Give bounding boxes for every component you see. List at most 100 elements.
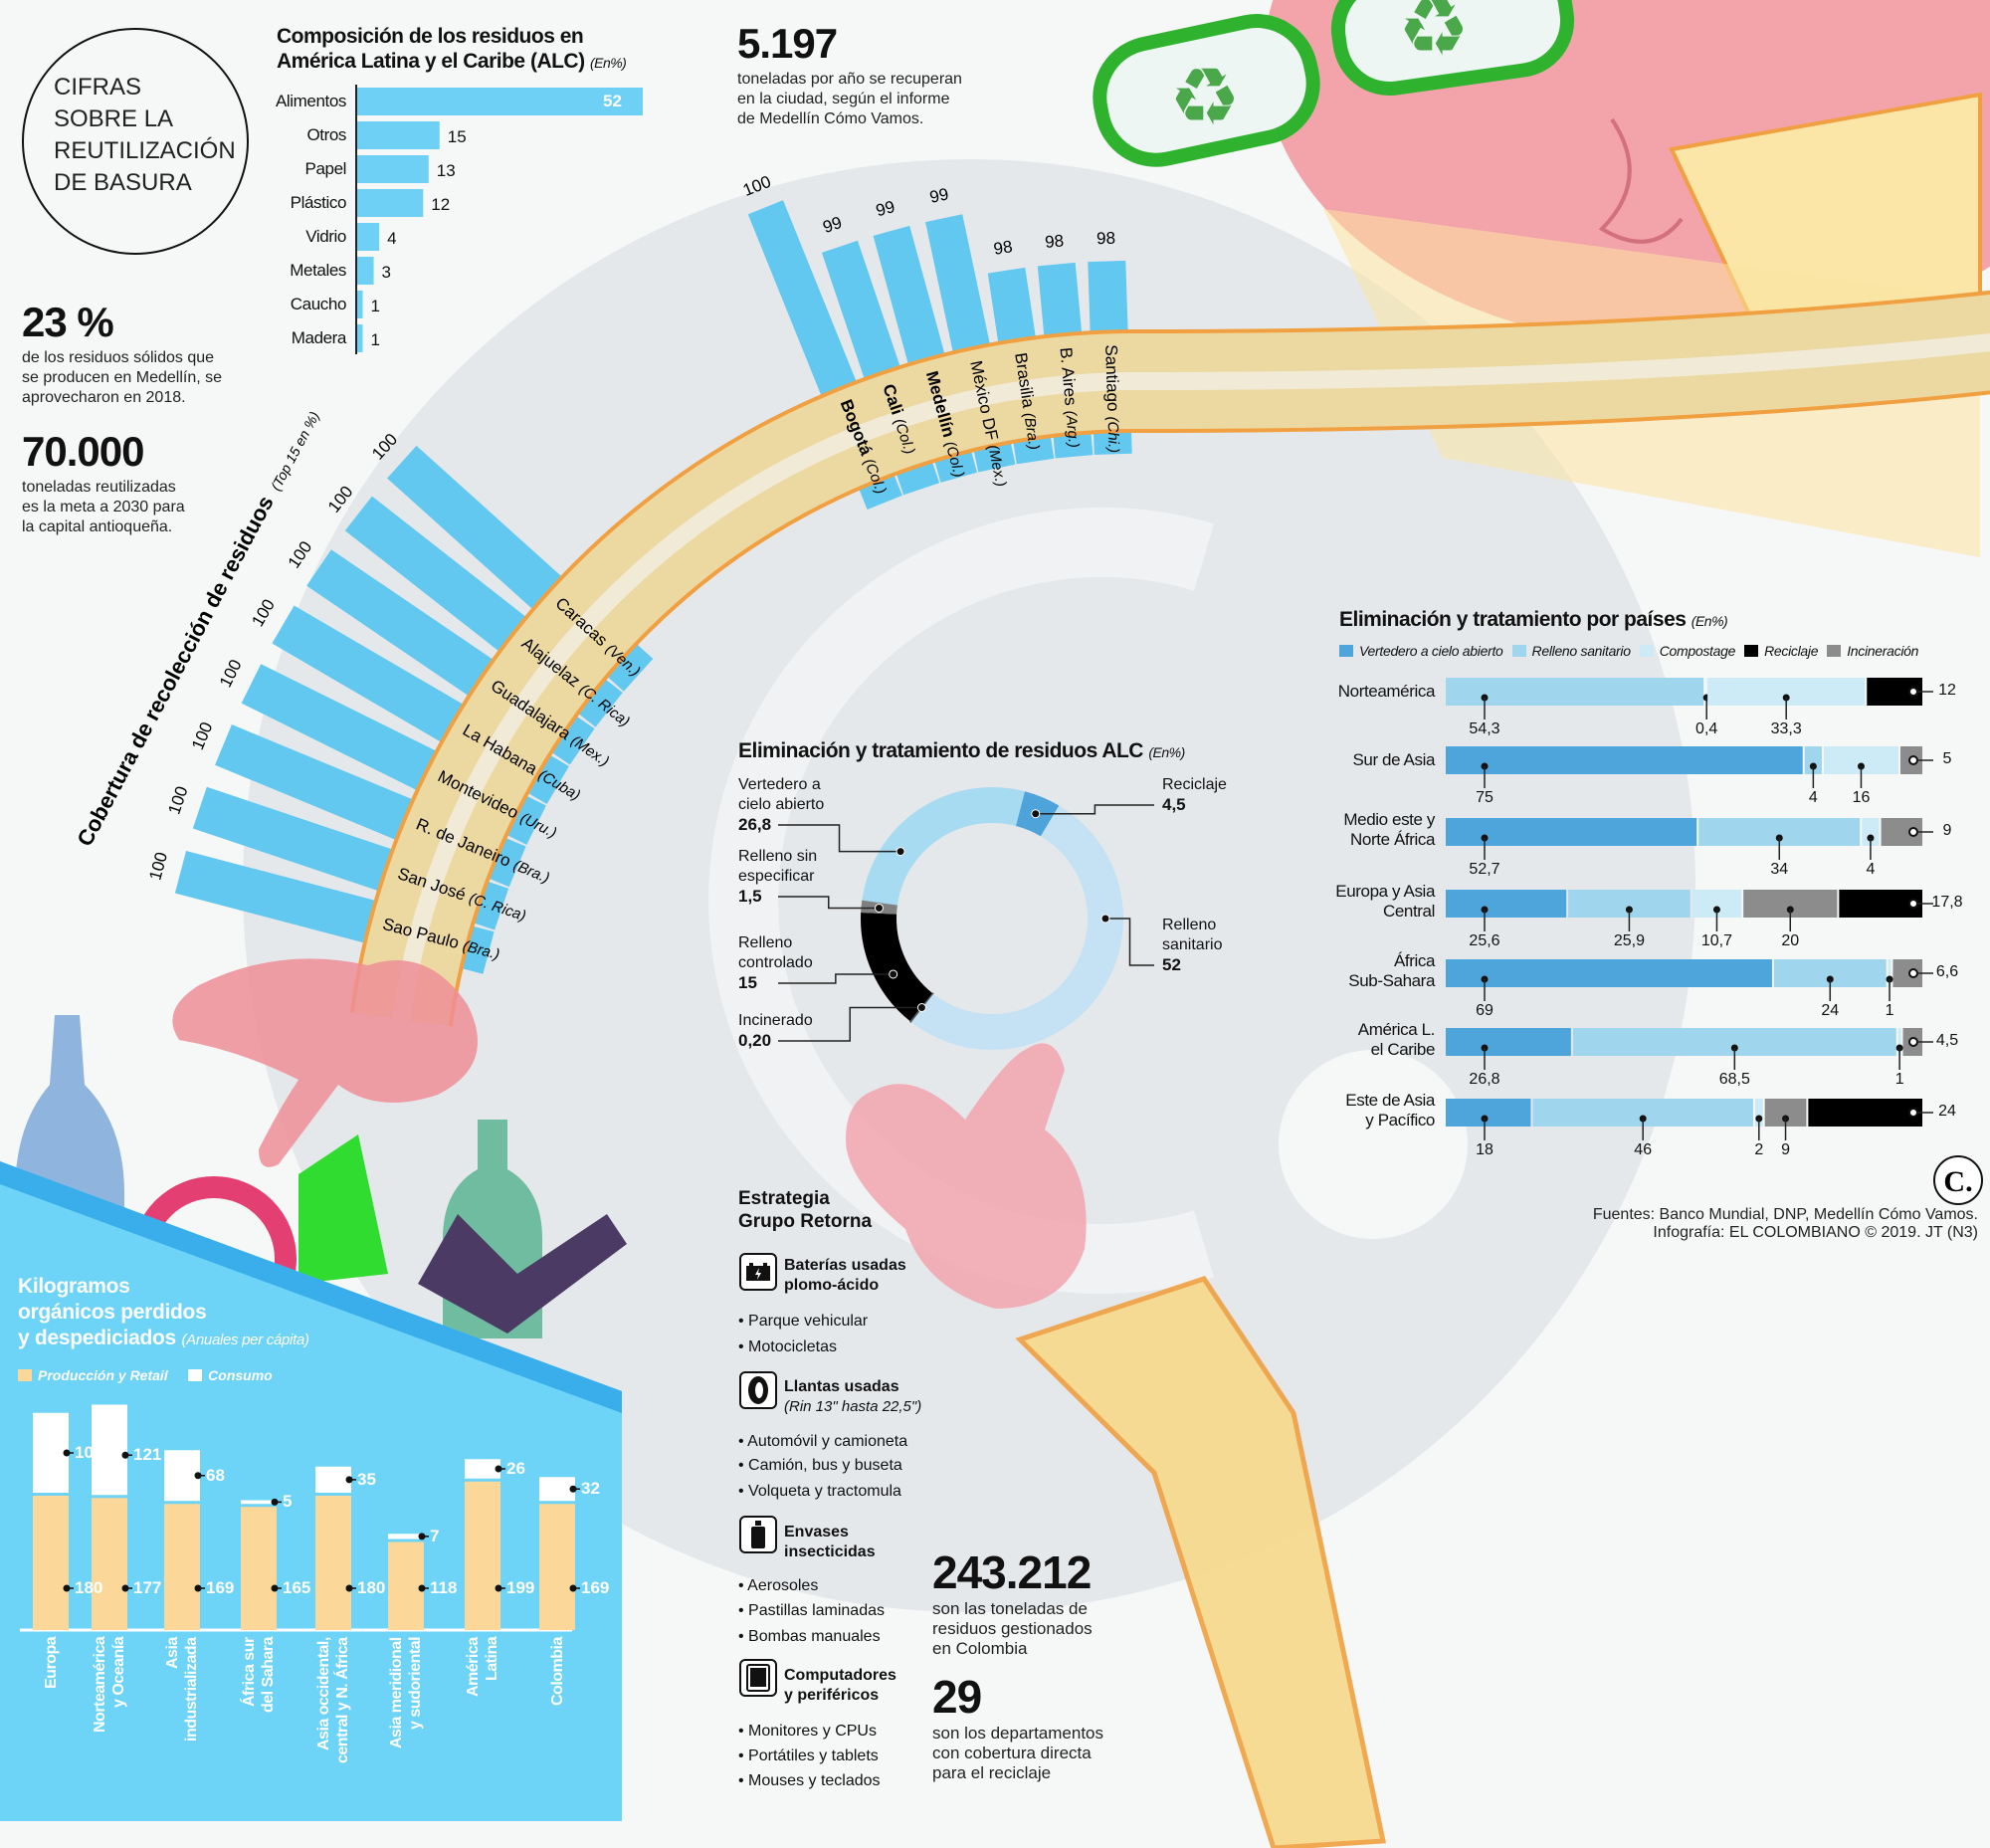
production-bar bbox=[164, 1504, 200, 1630]
composition-bar bbox=[357, 121, 440, 149]
stat-line: la capital antioqueña. bbox=[22, 518, 173, 535]
segment-value-label: 25,6 bbox=[1469, 932, 1500, 949]
title-line: Llantas usadas bbox=[784, 1378, 899, 1395]
arm-band-stripe bbox=[392, 333, 1990, 1021]
production-bar bbox=[539, 1504, 575, 1630]
computer-icon bbox=[739, 1659, 777, 1697]
leader-dot bbox=[874, 903, 884, 913]
stat-goal: 70.000 toneladas reutilizadas es la meta… bbox=[22, 428, 185, 537]
legend-swatch bbox=[1744, 645, 1759, 657]
segment-value-label: 52,7 bbox=[1469, 861, 1500, 878]
label-line: Sur de Asia bbox=[1352, 750, 1435, 769]
title-line: y despediciados bbox=[18, 1327, 176, 1349]
composition-category-label: Papel bbox=[304, 159, 347, 178]
coverage-city-label: Santiago (Chi.) bbox=[1101, 344, 1124, 453]
title-line: plomo-ácido bbox=[784, 1277, 880, 1294]
country-abbrev: (Bra.) bbox=[1020, 412, 1042, 452]
unit-label: (En%) bbox=[1148, 744, 1185, 760]
legend-label: Consumo bbox=[208, 1367, 273, 1383]
title-line: Computadores bbox=[784, 1667, 896, 1684]
composition-category-label: Otros bbox=[306, 125, 346, 144]
consumption-bar bbox=[241, 1500, 277, 1505]
alc-donut-chart bbox=[778, 787, 1154, 1050]
segment-value-label: 54,3 bbox=[1469, 720, 1500, 737]
country-row-label: Norteamérica bbox=[1286, 682, 1436, 702]
legend-swatch bbox=[18, 1369, 32, 1381]
production-bar bbox=[315, 1496, 351, 1630]
leader-line bbox=[1035, 804, 1154, 815]
stacked-segment bbox=[1446, 959, 1772, 987]
country-row-label: Sur de Asia bbox=[1286, 750, 1435, 770]
slice-value: 26,8 bbox=[738, 815, 772, 834]
legend-swatch bbox=[1339, 645, 1353, 657]
composition-value-label: 15 bbox=[447, 127, 467, 146]
title-line: Kilogramos bbox=[18, 1275, 130, 1298]
title-line: América Latina y el Caribe (ALC) bbox=[277, 50, 585, 73]
coverage-value-label: 99 bbox=[928, 184, 950, 207]
stat-description: toneladas reutilizadas es la meta a 2030… bbox=[22, 478, 185, 537]
slice-name: cielo abierto bbox=[738, 796, 825, 813]
hand-right-illustration bbox=[846, 1043, 1087, 1309]
stat-line: son los departamentos bbox=[932, 1724, 1103, 1743]
strategy-group-title: Computadores y periféricos bbox=[784, 1666, 896, 1706]
food-category-label: Asia meridional y sudoriental bbox=[387, 1637, 425, 1814]
segment-value-label: 10,7 bbox=[1700, 932, 1733, 949]
composition-value-label: 52 bbox=[603, 92, 622, 110]
strategy-bullet-item: • Mouses y teclados bbox=[738, 1772, 881, 1789]
legend-swatch bbox=[188, 1369, 203, 1381]
title-line: DE BASURA bbox=[54, 169, 192, 196]
stat-line: toneladas por año se recuperan bbox=[737, 71, 962, 88]
stacked-segment bbox=[1705, 678, 1707, 706]
legend-swatch bbox=[1511, 645, 1526, 657]
label-line: Sub-Sahara bbox=[1348, 971, 1435, 990]
composition-bar bbox=[357, 155, 429, 183]
food-value-label: 165 bbox=[283, 1578, 311, 1597]
battery-icon bbox=[739, 1253, 777, 1291]
legend-produccion: Producción y Retail bbox=[18, 1367, 168, 1383]
label-line: Este de Asia bbox=[1345, 1091, 1435, 1110]
title-line: insecticidas bbox=[784, 1543, 876, 1560]
composition-category-label: Metales bbox=[290, 261, 346, 280]
composition-bar bbox=[357, 88, 644, 115]
food-value-label: 169 bbox=[206, 1578, 235, 1597]
label-line: y Oceanía bbox=[110, 1637, 127, 1709]
segment-value-label: 0,4 bbox=[1695, 720, 1718, 737]
food-value-label: 26 bbox=[506, 1459, 525, 1478]
legend-label: Producción y Retail bbox=[38, 1367, 168, 1383]
title-line: Grupo Retorna bbox=[738, 1211, 873, 1232]
title-line: y periféricos bbox=[784, 1687, 880, 1704]
title-text: Eliminación y tratamiento de residuos AL… bbox=[738, 739, 1143, 762]
slice-name: Relleno bbox=[738, 934, 793, 951]
stat-line: de Medellín Cómo Vamos. bbox=[737, 110, 924, 127]
segment-value-label: 26,8 bbox=[1469, 1071, 1500, 1088]
segment-value-label: 24 bbox=[1938, 1103, 1956, 1120]
label-line: América L. bbox=[1357, 1020, 1436, 1039]
stat-line: es la meta a 2030 para bbox=[22, 499, 185, 515]
stacked-segment bbox=[1808, 1099, 1922, 1127]
stat-line: se producen en Medellín, se bbox=[22, 369, 223, 386]
legend-label: Incineración bbox=[1847, 643, 1919, 659]
food-category-label: África sur del Sahara bbox=[240, 1637, 278, 1814]
composition-bars bbox=[357, 88, 644, 352]
composition-bar bbox=[357, 324, 363, 352]
segment-value-label: 4 bbox=[1808, 789, 1818, 806]
food-value-label: 5 bbox=[283, 1492, 293, 1512]
stacked-segment bbox=[1897, 1028, 1901, 1056]
coverage-value-label: 98 bbox=[1096, 229, 1116, 249]
watermark-dot bbox=[1279, 1050, 1468, 1239]
country-row-label: Este de Asia y Pacífico bbox=[1286, 1091, 1435, 1130]
stacked-segment bbox=[1446, 890, 1567, 918]
leader-dot bbox=[1100, 914, 1110, 924]
composition-value-label: 12 bbox=[431, 195, 451, 214]
food-value-label: 32 bbox=[581, 1479, 600, 1499]
stat-value: 5.197 bbox=[737, 20, 838, 67]
label-line: y sudoriental bbox=[407, 1637, 424, 1731]
country-stacked-bars bbox=[1446, 678, 1933, 1140]
panel-edge bbox=[0, 1161, 622, 1413]
hand-left-illustration bbox=[172, 958, 479, 1167]
segment-value-label: 4 bbox=[1866, 861, 1876, 878]
title-line: REUTILIZACIÓN bbox=[54, 137, 236, 164]
glass-shard-illustration bbox=[298, 1134, 388, 1284]
segment-value-label: 12 bbox=[1938, 682, 1956, 699]
unit-label: (En%) bbox=[1691, 613, 1728, 629]
